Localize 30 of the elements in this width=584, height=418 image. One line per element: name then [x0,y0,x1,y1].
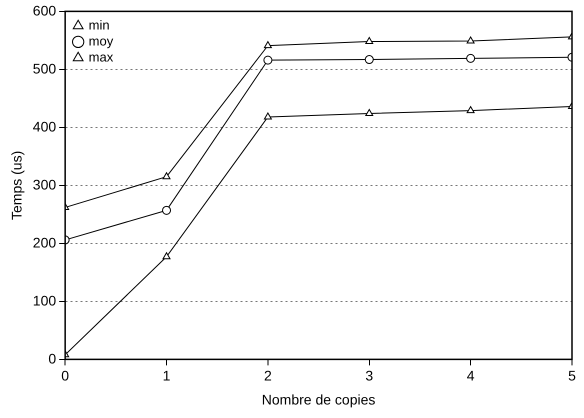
y-tick-label: 0 [48,350,56,366]
point [162,172,170,180]
x-tick-label: 5 [568,368,576,384]
x-tick-label: 0 [61,368,70,384]
y-tick-label: 600 [32,2,56,18]
y-tick-label: 400 [32,118,56,134]
point [264,112,272,120]
point [365,108,374,116]
x-tick-label: 1 [162,368,171,384]
y-tick-label: 300 [32,176,56,192]
point [162,252,170,260]
point [162,206,172,215]
legend-label: min [88,17,110,32]
point [466,106,475,114]
legend-label: max [88,49,114,64]
x-tick-label: 4 [466,368,475,384]
point [466,36,475,44]
x-tick-label: 3 [365,368,374,384]
point [466,54,476,63]
y-tick-label: 200 [32,234,56,250]
point [364,55,374,64]
y-tick-label: 500 [32,60,56,76]
point [264,41,272,48]
x-tick-label: 2 [264,368,272,384]
point [365,37,374,44]
x-axis-title: Nombre de copies [262,391,376,408]
y-tick-label: 100 [32,292,56,308]
y-axis-title: Temps (us) [8,150,24,220]
point [263,56,272,65]
legend-label: moy [88,33,114,48]
